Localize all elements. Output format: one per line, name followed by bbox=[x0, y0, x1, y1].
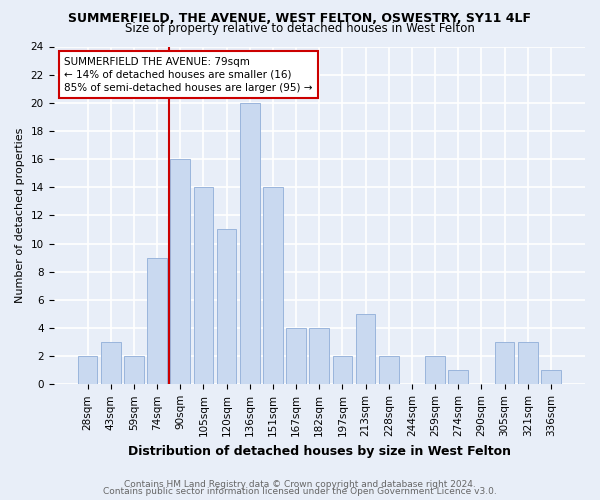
Bar bbox=[379, 356, 398, 384]
X-axis label: Distribution of detached houses by size in West Felton: Distribution of detached houses by size … bbox=[128, 444, 511, 458]
Bar bbox=[217, 230, 236, 384]
Bar bbox=[356, 314, 376, 384]
Bar bbox=[101, 342, 121, 384]
Bar bbox=[263, 188, 283, 384]
Y-axis label: Number of detached properties: Number of detached properties bbox=[15, 128, 25, 303]
Text: SUMMERFIELD THE AVENUE: 79sqm
← 14% of detached houses are smaller (16)
85% of s: SUMMERFIELD THE AVENUE: 79sqm ← 14% of d… bbox=[64, 56, 313, 93]
Bar bbox=[448, 370, 468, 384]
Bar bbox=[147, 258, 167, 384]
Text: Contains HM Land Registry data © Crown copyright and database right 2024.: Contains HM Land Registry data © Crown c… bbox=[124, 480, 476, 489]
Bar bbox=[286, 328, 306, 384]
Bar bbox=[518, 342, 538, 384]
Bar bbox=[194, 188, 213, 384]
Text: Contains public sector information licensed under the Open Government Licence v3: Contains public sector information licen… bbox=[103, 488, 497, 496]
Bar bbox=[310, 328, 329, 384]
Bar bbox=[541, 370, 561, 384]
Bar bbox=[495, 342, 514, 384]
Bar bbox=[332, 356, 352, 384]
Bar bbox=[170, 159, 190, 384]
Text: Size of property relative to detached houses in West Felton: Size of property relative to detached ho… bbox=[125, 22, 475, 35]
Bar bbox=[77, 356, 97, 384]
Text: SUMMERFIELD, THE AVENUE, WEST FELTON, OSWESTRY, SY11 4LF: SUMMERFIELD, THE AVENUE, WEST FELTON, OS… bbox=[68, 12, 532, 24]
Bar bbox=[425, 356, 445, 384]
Bar bbox=[240, 103, 260, 384]
Bar bbox=[124, 356, 144, 384]
